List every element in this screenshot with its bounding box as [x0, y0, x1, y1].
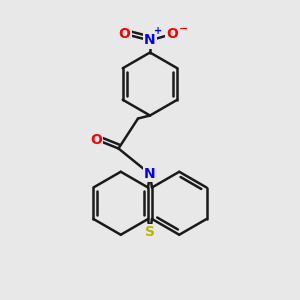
Text: S: S: [145, 226, 155, 239]
Text: O: O: [167, 27, 178, 41]
Text: N: N: [144, 34, 156, 47]
Text: O: O: [90, 133, 102, 146]
Text: N: N: [144, 167, 156, 181]
Text: +: +: [154, 26, 163, 37]
Text: −: −: [179, 23, 189, 34]
Text: O: O: [118, 27, 130, 41]
